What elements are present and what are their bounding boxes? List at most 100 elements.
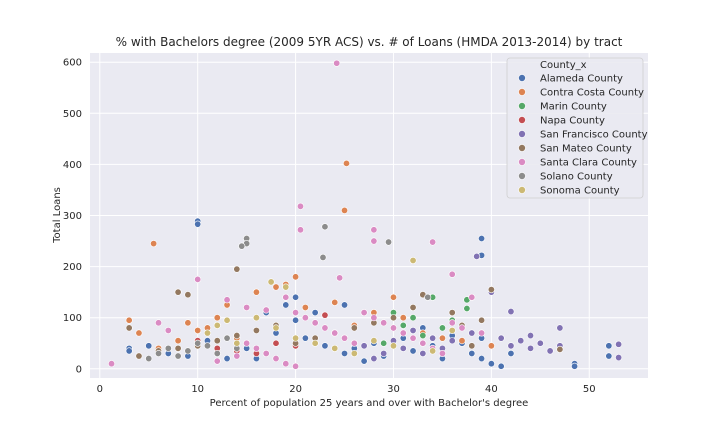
data-point [605,342,613,350]
data-point [399,321,407,329]
data-point [350,324,358,332]
data-point [243,339,251,347]
data-point [311,319,319,327]
data-point [438,349,446,357]
data-point [321,223,329,231]
data-point [463,305,471,313]
data-point [292,293,300,301]
data-point [409,303,417,311]
data-point [546,347,554,355]
data-point [184,291,192,299]
data-point [184,319,192,327]
data-point [194,326,202,334]
data-point [438,334,446,342]
data-point [282,301,290,309]
data-point [296,202,304,210]
data-point [468,342,476,350]
data-point [458,337,466,345]
data-point [174,352,182,360]
data-point [487,360,495,368]
data-point [605,352,613,360]
data-point [223,296,231,304]
data-point [233,265,241,273]
y-tick-label: 200 [63,262,82,273]
data-point [419,349,427,357]
data-point [473,252,481,260]
data-point [292,316,300,324]
data-point [333,59,341,67]
data-point [409,326,417,334]
data-point [507,342,515,350]
data-point [223,355,231,363]
data-point [389,314,397,322]
data-point [429,334,437,342]
data-point [292,362,300,370]
data-point [301,303,309,311]
legend-label: Contra Costa County [540,88,644,99]
data-point [448,309,456,317]
legend-marker [518,74,526,82]
data-point [243,303,251,311]
data-point [419,332,427,340]
data-point [438,324,446,332]
data-point [267,278,275,286]
data-point [507,308,515,316]
data-point [311,339,319,347]
chart-title: % with Bachelors degree (2009 5YR ACS) v… [116,35,623,49]
legend-marker [518,130,526,138]
data-point [556,345,564,353]
legend-marker [518,102,526,110]
data-point [223,334,231,342]
data-point [342,159,350,167]
data-point [409,256,417,264]
legend-label: Napa County [540,116,605,127]
data-point [321,311,329,319]
data-point [145,355,153,363]
data-point [497,334,505,342]
x-tick-label: 0 [97,384,103,395]
data-point [238,242,246,250]
data-point [341,301,349,309]
data-point [350,339,358,347]
data-point [272,283,280,291]
x-tick-label: 20 [289,384,302,395]
data-point [108,360,116,368]
data-point [360,357,368,365]
data-point [184,347,192,355]
data-point [233,332,241,340]
data-point [252,344,260,352]
data-point [615,340,623,348]
data-point [321,324,329,332]
point-layer [108,59,623,370]
data-point [487,286,495,294]
data-point [448,337,456,345]
data-point [468,349,476,357]
data-point [331,298,339,306]
data-point [174,337,182,345]
data-point [380,349,388,357]
data-point [409,347,417,355]
data-point [360,342,368,350]
data-point [223,316,231,324]
legend-title: County_x [540,60,587,71]
legend-label: Santa Clara County [540,158,637,169]
data-point [213,357,221,365]
legend-marker [518,116,526,124]
data-point [409,334,417,342]
legend-label: San Mateo County [540,144,632,155]
data-point [155,349,163,357]
data-point [478,329,486,337]
data-point [272,324,280,332]
data-point [150,240,158,248]
data-point [478,234,486,242]
data-point [487,342,495,350]
data-point [292,273,300,281]
data-point [311,309,319,317]
data-point [145,342,153,350]
data-point [155,319,163,327]
data-point [213,314,221,322]
data-point [468,329,476,337]
y-tick-label: 400 [63,160,82,171]
